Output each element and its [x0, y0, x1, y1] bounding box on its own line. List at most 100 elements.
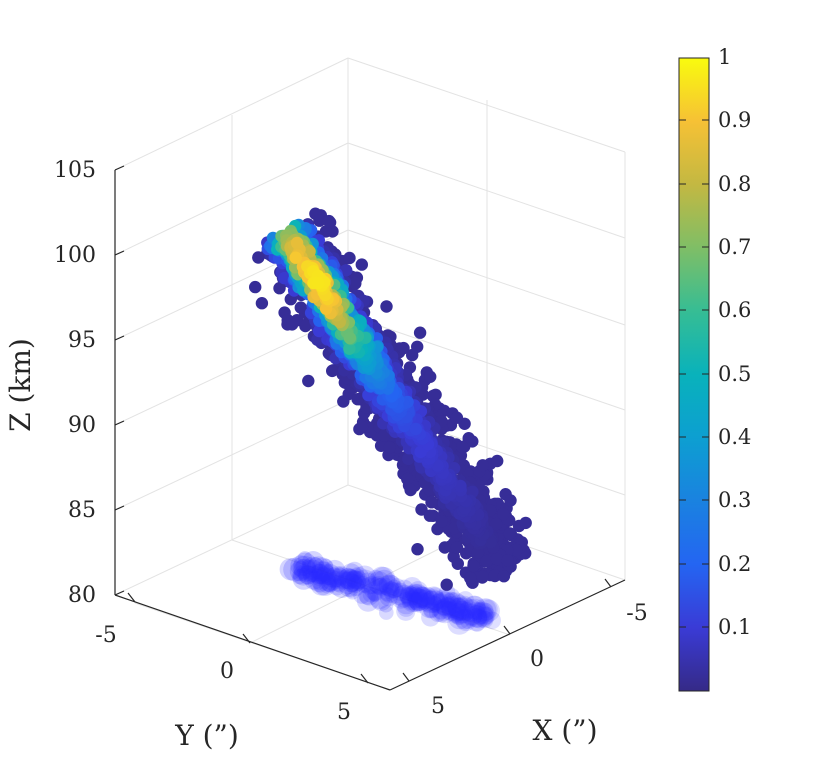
projection-point: [340, 563, 362, 584]
projection-point: [359, 588, 376, 605]
data-point: [423, 509, 437, 522]
data-point: [510, 543, 523, 557]
projection-point: [381, 574, 400, 594]
data-point: [343, 342, 356, 355]
projection-point: [344, 570, 367, 592]
data-point: [289, 251, 302, 264]
projection-point: [397, 599, 415, 617]
projection-point: [406, 587, 425, 605]
projection-point: [409, 592, 431, 613]
projection-point: [421, 589, 446, 613]
projection-point: [408, 581, 428, 601]
projection-point: [378, 575, 399, 596]
projection-point: [433, 591, 458, 616]
projection-point: [347, 566, 370, 590]
projection-point: [306, 556, 330, 580]
projection-point: [447, 598, 470, 621]
projection-point: [311, 575, 326, 590]
projection-point: [333, 570, 353, 590]
data-point: [431, 459, 444, 472]
projection-point: [378, 597, 394, 613]
projection-point: [319, 567, 337, 586]
projection-point: [367, 587, 383, 602]
projection-point: [391, 588, 412, 609]
data-point: [401, 472, 414, 486]
projection-point: [298, 565, 318, 585]
projection-point: [376, 577, 394, 595]
projection-point: [449, 606, 465, 622]
data-point: [440, 578, 453, 591]
projection-point: [332, 578, 347, 593]
projection-point: [471, 603, 491, 623]
projection-point: [318, 558, 334, 574]
projection-point: [483, 611, 502, 630]
projection-point: [331, 567, 349, 585]
projection-point: [416, 589, 435, 609]
projection-point: [449, 602, 468, 622]
projection-point: [469, 602, 488, 621]
projection-point: [464, 608, 488, 632]
projection-point: [467, 607, 487, 628]
projection-point: [293, 564, 314, 586]
z-axis-label: Z (km): [4, 338, 37, 432]
projection-point: [439, 596, 457, 614]
data-point: [450, 411, 464, 424]
projection-point: [407, 594, 425, 612]
data-point: [425, 495, 438, 509]
projection-point: [279, 558, 302, 581]
data-point: [451, 557, 464, 570]
projection-point: [319, 564, 341, 585]
projection-point: [336, 571, 360, 595]
projection-point: [378, 574, 402, 597]
projection-point: [441, 601, 457, 617]
point-cloud: [249, 207, 532, 591]
projection-point: [424, 586, 444, 607]
projection-point: [337, 567, 359, 590]
y-tick-5: 5: [337, 700, 351, 725]
projection-point: [363, 577, 388, 601]
data-point: [413, 326, 427, 339]
data-point: [343, 251, 356, 265]
data-point: [491, 454, 504, 468]
projection-point: [293, 552, 317, 576]
data-point: [290, 236, 304, 250]
projection-point: [453, 605, 470, 622]
projection-point: [407, 585, 432, 609]
projection-point: [327, 570, 345, 588]
projection-point: [369, 587, 391, 610]
projection-point: [476, 610, 494, 629]
projection-point: [440, 596, 463, 618]
projection-point: [405, 585, 423, 603]
projection-point: [340, 571, 359, 590]
projection-point: [408, 590, 429, 611]
projection-point: [435, 598, 453, 616]
projection-point: [356, 589, 380, 612]
y-tick-neg5: -5: [95, 623, 116, 648]
projection-point: [459, 599, 483, 622]
projection-point: [453, 597, 477, 621]
data-point: [355, 258, 368, 271]
projection-point: [396, 601, 416, 621]
data-point: [489, 517, 503, 531]
data-point: [497, 570, 511, 583]
projection-point: [386, 581, 403, 599]
projection-point: [408, 583, 428, 603]
projection-point: [447, 611, 472, 635]
projection-point: [370, 588, 393, 611]
projection-point: [321, 574, 339, 593]
cb-tick-0.1: 0.1: [718, 615, 751, 639]
projection-point: [422, 590, 441, 609]
projection-point: [367, 571, 390, 594]
data-point: [424, 370, 437, 383]
projection-point: [327, 568, 347, 588]
projection-point: [339, 569, 363, 592]
projection-point: [313, 572, 338, 596]
projection-point: [449, 603, 472, 625]
projection-point: [301, 559, 324, 582]
data-point: [409, 422, 422, 436]
projection-point: [330, 575, 354, 598]
projection-point: [432, 589, 452, 609]
projection-point: [370, 566, 393, 589]
projection-point: [380, 587, 395, 602]
projection-point: [352, 569, 377, 594]
